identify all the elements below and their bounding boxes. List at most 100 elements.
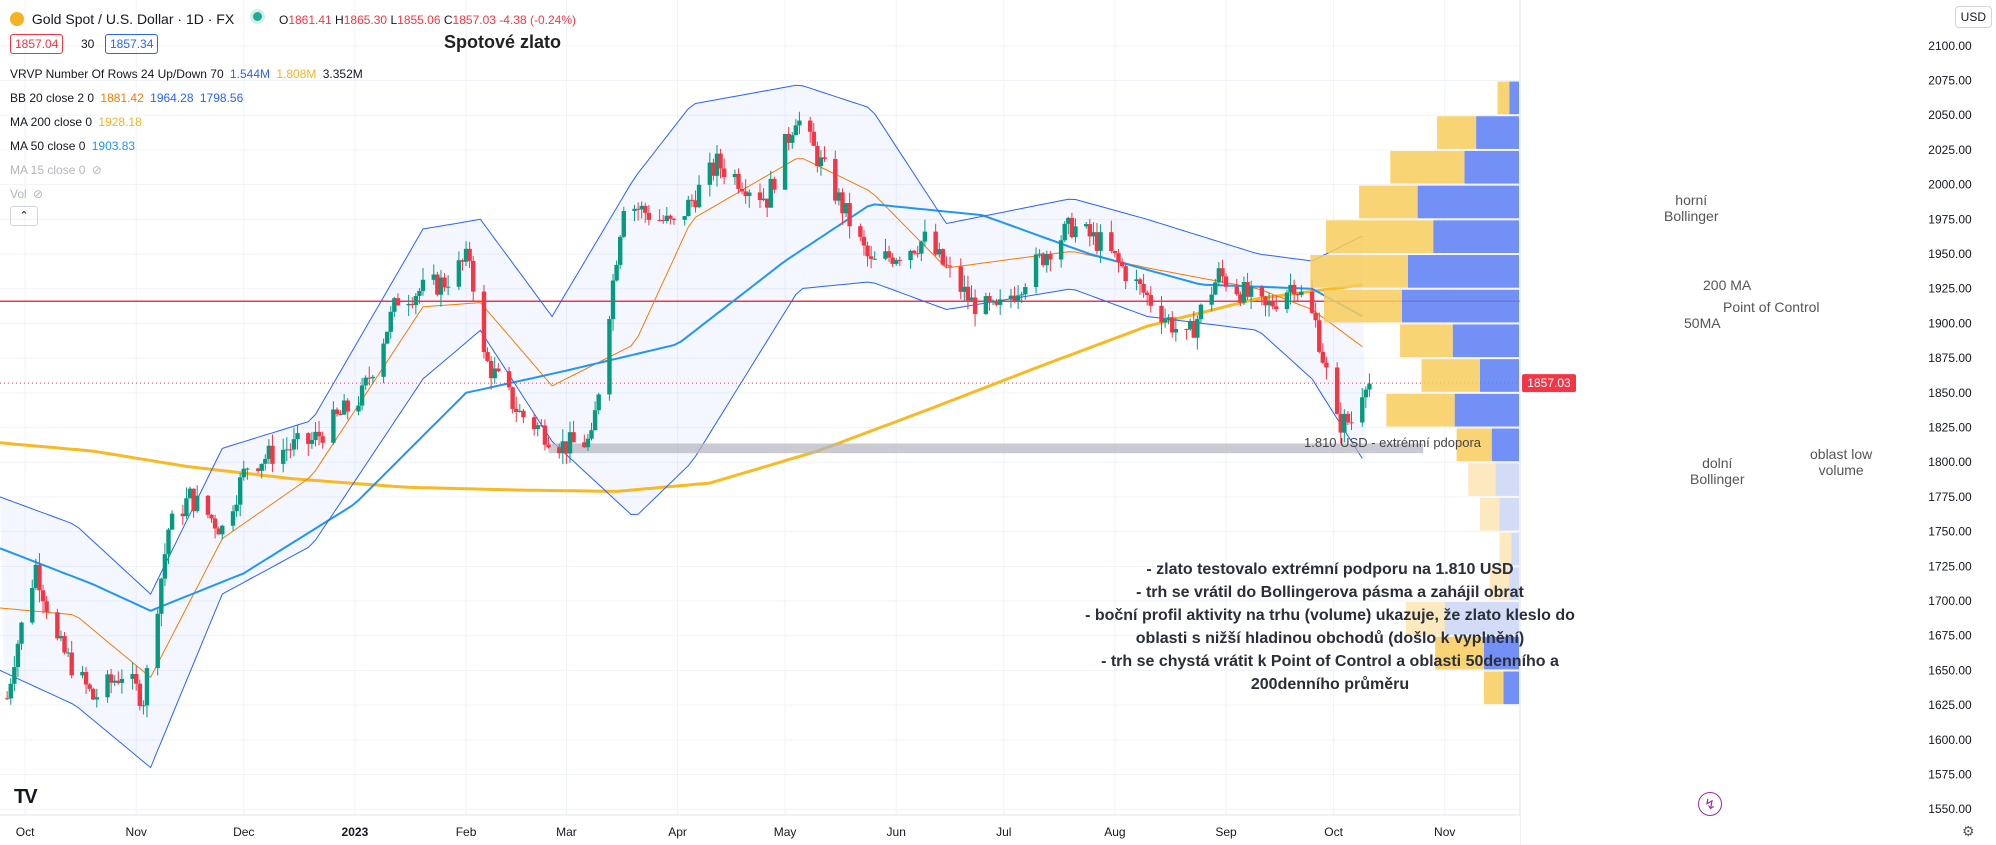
candle-body: [19, 622, 24, 644]
eye-hidden-icon[interactable]: ⊘: [91, 163, 102, 177]
candle-body: [646, 212, 652, 220]
grid-lines: [0, 0, 1520, 815]
candle-body: [1094, 232, 1100, 251]
candle-body: [1223, 276, 1229, 287]
ma200-label: 200 MA: [1703, 277, 1752, 293]
time-tick-label: Sep: [1215, 825, 1237, 839]
time-tick-label: Apr: [668, 825, 687, 839]
price-tick-label: 1725.00: [1928, 559, 1972, 573]
legend-vol[interactable]: Vol ⊘: [10, 187, 46, 201]
candle-body: [406, 303, 411, 306]
volume-profile-up-bar: [1497, 81, 1510, 115]
buy-price-button[interactable]: 1857.34: [105, 34, 159, 54]
volume-profile-up-bar: [1435, 636, 1484, 670]
ma50-label: 50MA: [1684, 315, 1721, 331]
candle-body: [1148, 294, 1153, 306]
candle-body: [922, 231, 928, 242]
candle-body: [370, 376, 376, 379]
volume-profile-up-bar: [1325, 220, 1434, 254]
candle-body: [270, 445, 275, 464]
price-tick-label: 1850.00: [1928, 386, 1972, 400]
candle-body: [786, 133, 791, 143]
eye-hidden-icon[interactable]: ⊘: [33, 187, 44, 201]
candle-body: [861, 236, 867, 246]
price-axis-bg: [1520, 0, 1996, 845]
candle-body: [517, 410, 523, 412]
candle-body: [496, 368, 501, 372]
volume-profile-up-bar: [1468, 463, 1496, 496]
candle-body: [721, 168, 727, 178]
candle-body: [1238, 294, 1243, 303]
lower-bb-label-line2: Bollinger: [1690, 471, 1745, 487]
candle-body: [1338, 413, 1343, 433]
price-tick-label: 1675.00: [1928, 629, 1972, 643]
symbol-name[interactable]: Gold Spot / U.S. Dollar · 1D · FX: [31, 11, 235, 27]
legend-ma15[interactable]: MA 15 close 0 ⊘: [10, 163, 105, 177]
candle-body: [492, 368, 497, 379]
settings-gear-icon[interactable]: ⚙: [1962, 823, 1975, 839]
candle-body: [772, 178, 777, 190]
bollinger-upper-line: [0, 84, 1363, 595]
indicator-lines: [0, 84, 1520, 769]
candle-body: [589, 430, 594, 439]
candle-body: [320, 436, 325, 443]
candle-body: [363, 377, 368, 386]
candle-body: [510, 387, 515, 409]
candle-body: [37, 564, 42, 591]
candle-body: [1295, 294, 1300, 296]
legend-bb[interactable]: BB 20 close 2 0 1881.42 1964.28 1798.56: [10, 91, 246, 105]
candle-body: [607, 319, 612, 395]
candle-body: [933, 231, 938, 255]
currency-selector[interactable]: USD: [1954, 6, 1992, 28]
candle-body: [635, 208, 641, 210]
candle-body: [108, 674, 114, 683]
low-label: L: [390, 13, 398, 27]
candle-body: [58, 636, 64, 639]
support-rect: [548, 443, 1424, 454]
poc-label: Point of Control: [1723, 299, 1820, 315]
legend-ma50[interactable]: MA 50 close 0 1903.83: [10, 139, 138, 153]
ma50-line: [0, 203, 1363, 612]
vrvp-name: VRVP Number Of Rows 24 Up/Down 70: [10, 67, 224, 81]
candle-body: [940, 249, 946, 265]
time-tick-label: Oct: [1324, 825, 1343, 839]
candle-body: [388, 311, 393, 332]
candle-body: [1137, 279, 1143, 284]
symbol-header[interactable]: Gold Spot / U.S. Dollar · 1D · FX O1861.…: [10, 9, 576, 27]
chevron-up-icon: ⌃: [19, 210, 29, 222]
last-price-tag-label: 1857.03: [1527, 376, 1571, 390]
candle-body: [535, 425, 540, 430]
candle-body: [1209, 294, 1214, 305]
candle-body: [284, 449, 289, 451]
legend-ma200[interactable]: MA 200 close 0 1928.18: [10, 115, 145, 129]
candle-body: [1349, 422, 1354, 424]
candle-body: [266, 445, 272, 459]
price-tick-label: 1750.00: [1928, 525, 1972, 539]
candle-body: [531, 417, 537, 430]
volume-profile-up-bar: [1437, 116, 1477, 149]
candle-body: [1019, 294, 1024, 296]
candle-body: [539, 425, 544, 427]
candle-body: [69, 652, 74, 676]
candle-body: [413, 295, 419, 306]
legend-vrvp[interactable]: VRVP Number Of Rows 24 Up/Down 70 1.544M…: [10, 67, 366, 81]
collapse-legend-button[interactable]: ⌃: [10, 206, 38, 226]
candle-body: [908, 250, 913, 261]
price-tick-label: 2025.00: [1928, 143, 1972, 157]
candle-body: [1195, 319, 1200, 338]
sell-price-button[interactable]: 1857.04: [10, 34, 64, 54]
time-tick-label: Aug: [1104, 825, 1125, 839]
candle-body: [836, 192, 842, 201]
candle-body: [643, 205, 648, 213]
candle-body: [1119, 261, 1125, 267]
candle-body: [1220, 268, 1225, 277]
candle-body: [471, 260, 476, 292]
candlesticks[interactable]: [4, 111, 1372, 718]
analysis-notes: - zlato testovalo extrémní podporu na 1.…: [1040, 558, 1620, 696]
bollinger-lower-line: [0, 281, 1363, 769]
candle-body: [130, 674, 135, 679]
candle-body: [969, 297, 974, 301]
lightning-event-icon[interactable]: ↯: [1698, 792, 1722, 816]
candle-body: [209, 514, 214, 519]
